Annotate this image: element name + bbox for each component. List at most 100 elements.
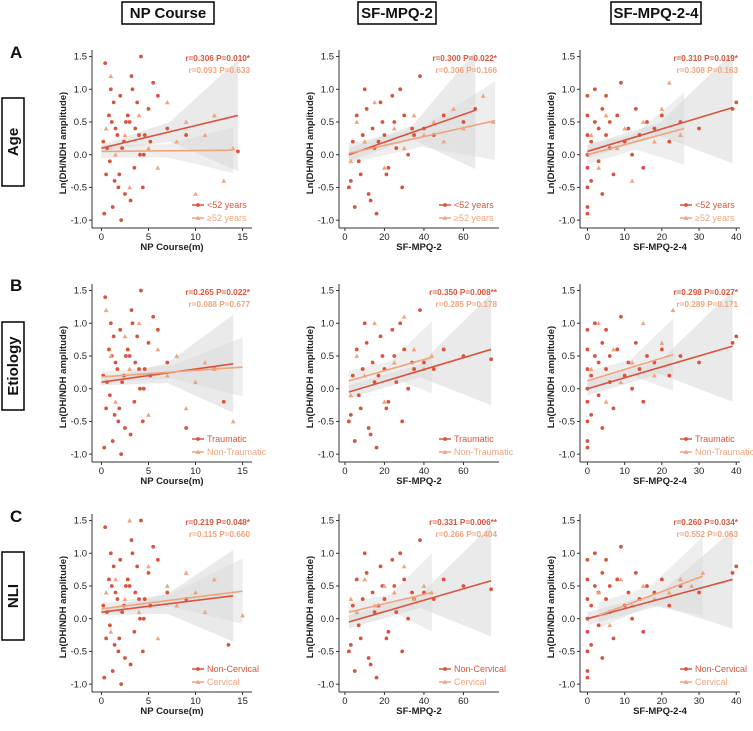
y-axis-title: Ln(DH/NDH amplitude) <box>58 326 69 428</box>
data-point <box>645 354 649 358</box>
data-point <box>730 570 735 575</box>
data-point <box>592 551 597 556</box>
data-point <box>700 570 706 575</box>
scatter-panel: -1.0 -0.5 0.0 0.5 1.0 1.5 0 5 10 15 NP Course(m) Ln… <box>58 284 267 487</box>
data-point <box>128 432 133 437</box>
stat-annotation: r=0.088 P=0.677 <box>189 300 251 309</box>
data-point <box>402 577 407 582</box>
data-point <box>629 178 635 183</box>
y-tick-label: -1.0 <box>318 449 334 460</box>
data-point <box>411 596 417 601</box>
x-tick-label: 10 <box>619 696 630 707</box>
data-point <box>392 354 397 358</box>
data-point <box>130 87 135 92</box>
stat-annotation: r=0.265 P=0.022* <box>185 288 250 297</box>
data-point <box>596 165 602 170</box>
data-point <box>120 610 125 615</box>
data-point <box>348 596 354 601</box>
x-tick-label: 0 <box>99 466 104 477</box>
data-point <box>626 590 631 595</box>
y-tick-label: 0.5 <box>562 581 575 592</box>
data-point <box>615 577 620 582</box>
data-point <box>102 675 107 680</box>
data-point <box>588 132 594 137</box>
data-point <box>384 406 389 411</box>
data-point <box>411 347 417 352</box>
x-axis-title: SF-MPQ-2-4 <box>633 242 688 253</box>
data-point <box>346 185 351 190</box>
data-point <box>103 307 109 313</box>
data-point <box>123 354 128 358</box>
data-point <box>400 649 405 654</box>
data-point <box>368 432 373 437</box>
data-point <box>123 584 128 588</box>
data-point <box>113 126 118 131</box>
y-tick-label: 1.0 <box>321 318 334 329</box>
data-point <box>221 399 226 404</box>
y-tick-label: 1.0 <box>321 84 334 95</box>
scatter-panel: -1.0 -0.5 0.0 0.5 1.0 1.5 0 10 20 30 40 SF-MPQ-2-4 L… <box>546 50 742 253</box>
y-tick-label: 0.5 <box>74 351 87 362</box>
data-point <box>202 132 208 137</box>
y-tick-label: 0.0 <box>74 384 87 395</box>
data-point <box>390 557 395 562</box>
data-point <box>108 353 114 358</box>
scatter-panel: -1.0 -0.5 0.0 0.5 1.0 1.5 0 5 10 15 NP Course(m) Ln… <box>58 50 252 253</box>
data-point <box>592 120 597 124</box>
data-point <box>600 570 605 575</box>
data-point <box>589 603 594 608</box>
data-point <box>398 321 403 326</box>
y-tick-label: 1.0 <box>562 84 575 95</box>
data-point <box>142 133 147 137</box>
stat-annotation: r=0.331 P=0.006** <box>429 518 498 527</box>
legend-swatch-marker <box>195 215 201 220</box>
legend-label: Non-Cervical <box>454 664 506 674</box>
data-point <box>391 590 397 595</box>
data-point <box>659 113 664 118</box>
data-point <box>122 132 128 137</box>
y-tick-label: 0.0 <box>74 614 87 625</box>
data-point <box>585 165 590 170</box>
y-tick-label: -1.0 <box>559 679 575 690</box>
data-point <box>119 218 124 223</box>
data-point <box>123 192 127 196</box>
stat-annotation: r=0.308 P=0.163 <box>677 66 739 75</box>
x-tick-label: 60 <box>458 466 469 477</box>
data-point <box>589 178 594 183</box>
legend-label: Non-Traumatic <box>454 447 514 457</box>
y-tick-label: 0.0 <box>562 384 575 395</box>
data-point <box>607 622 613 628</box>
data-point <box>136 609 142 615</box>
data-point <box>607 354 612 358</box>
data-point <box>117 172 122 177</box>
legend-label: <52 years <box>695 200 735 210</box>
data-point <box>352 205 357 209</box>
data-point <box>165 590 170 595</box>
data-point <box>356 623 361 628</box>
data-point <box>730 340 735 345</box>
y-tick-label: 0.5 <box>562 351 575 362</box>
data-point <box>235 149 240 154</box>
y-tick-label: 0.5 <box>74 581 87 592</box>
data-point <box>666 80 672 85</box>
data-point <box>585 347 590 352</box>
data-point <box>412 367 416 371</box>
data-point <box>604 367 608 371</box>
data-point <box>116 419 121 424</box>
column-header-2: SF-MPQ-2 <box>357 1 437 25</box>
data-point <box>125 113 130 118</box>
data-point <box>193 379 198 385</box>
data-point <box>400 185 405 190</box>
x-tick-label: 40 <box>731 696 742 707</box>
legend-label: <52 years <box>207 200 247 210</box>
data-point <box>412 133 416 137</box>
data-point <box>119 682 124 687</box>
legend-label: ≥52 years <box>454 213 494 223</box>
data-point <box>402 347 407 352</box>
x-tick-label: 5 <box>146 696 151 707</box>
data-point <box>372 320 377 326</box>
data-point <box>406 616 411 621</box>
data-point <box>418 538 422 543</box>
data-point <box>386 165 391 170</box>
data-point <box>678 354 683 358</box>
